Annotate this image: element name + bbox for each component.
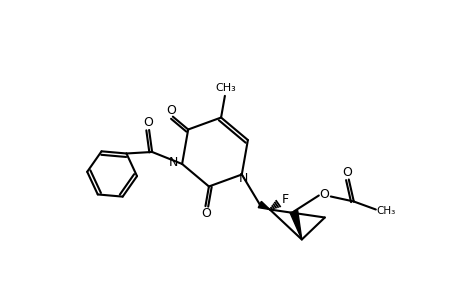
Polygon shape — [257, 201, 269, 209]
Text: CH₃: CH₃ — [215, 83, 236, 93]
Text: O: O — [318, 188, 328, 201]
Text: O: O — [341, 166, 351, 179]
Text: O: O — [201, 207, 211, 220]
Text: O: O — [166, 104, 175, 117]
Polygon shape — [289, 210, 301, 239]
Text: F: F — [282, 193, 289, 206]
Text: N: N — [168, 157, 178, 169]
Text: N: N — [239, 172, 248, 185]
Text: O: O — [143, 116, 153, 130]
Text: CH₃: CH₃ — [375, 206, 395, 217]
